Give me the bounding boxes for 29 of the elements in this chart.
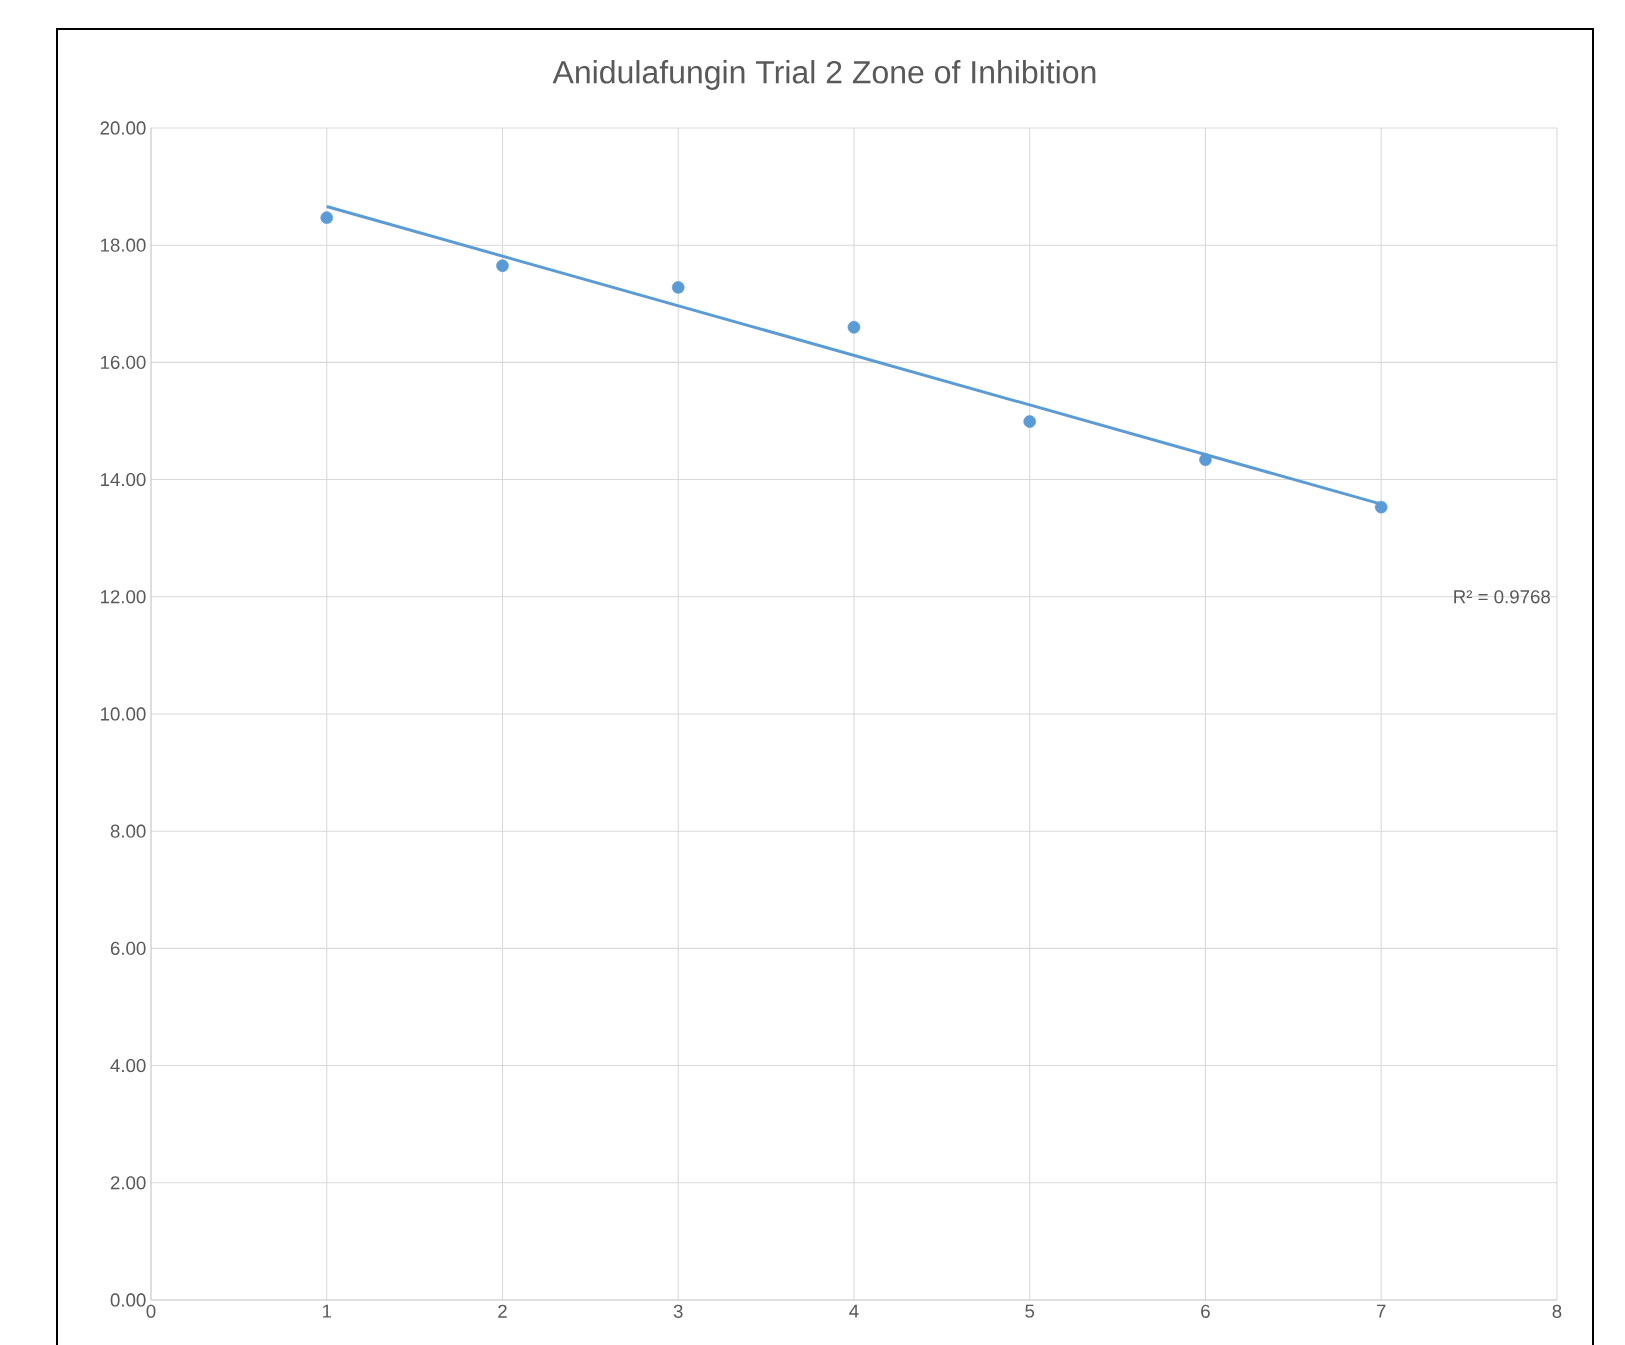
x-tick-label: 4 [849,1304,859,1318]
chart-title: Anidulafungin Trial 2 Zone of Inhibition [552,60,1096,90]
x-tick-label: 2 [498,1304,507,1318]
y-tick-label: 18.00 [101,238,146,252]
x-tick-label: 0 [146,1304,156,1318]
x-tick-label: 1 [322,1304,332,1318]
y-tick-label: 4.00 [110,1058,146,1073]
x-tick-label: 7 [1376,1304,1386,1318]
y-tick-label: 6.00 [110,941,146,955]
y-tick-label: 20.00 [100,121,146,135]
x-tick-label: 6 [1201,1304,1210,1318]
annotation: R² = 0.9768 [1454,590,1550,604]
point [1374,500,1388,514]
y-tick-label: 10.00 [101,707,146,721]
y-tick-label: 12.00 [101,590,146,604]
point [320,211,334,224]
y-tick-label: 0.00 [110,1293,146,1307]
y-tick-label: 2.00 [110,1176,146,1190]
point [847,320,861,334]
y-tick-label: 8.00 [110,824,146,838]
y-tick-label: 16.00 [101,355,146,369]
point [671,281,685,294]
point [1199,453,1212,466]
point [1023,415,1036,428]
y-tick-label: 14.00 [101,472,146,487]
x-tick-label: 3 [673,1304,683,1318]
x-tick-label: 5 [1025,1304,1035,1318]
point [496,259,509,272]
x-tick-label: 8 [1552,1304,1562,1318]
